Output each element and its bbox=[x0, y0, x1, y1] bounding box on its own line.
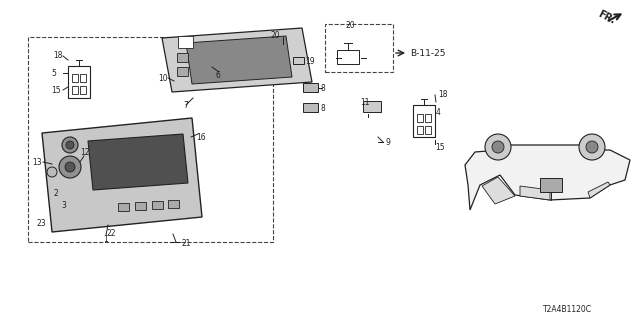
Circle shape bbox=[66, 141, 74, 149]
Text: 16: 16 bbox=[196, 132, 205, 141]
Bar bbox=[118, 203, 129, 211]
Text: 5: 5 bbox=[51, 68, 56, 77]
Bar bbox=[177, 67, 188, 76]
Bar bbox=[72, 86, 78, 94]
Text: 22: 22 bbox=[106, 229, 115, 238]
Text: 7: 7 bbox=[183, 100, 188, 109]
Bar bbox=[28, 37, 273, 242]
Text: 9: 9 bbox=[385, 138, 390, 147]
Bar bbox=[363, 101, 381, 112]
Circle shape bbox=[65, 162, 75, 172]
Text: 18: 18 bbox=[438, 90, 447, 99]
Bar bbox=[177, 53, 188, 62]
Text: 2: 2 bbox=[53, 189, 58, 198]
Text: 1: 1 bbox=[103, 235, 108, 244]
Circle shape bbox=[59, 156, 81, 178]
Bar bbox=[325, 24, 393, 72]
Text: 13: 13 bbox=[32, 157, 42, 166]
Bar bbox=[178, 36, 193, 48]
Bar bbox=[80, 74, 86, 82]
Text: 20: 20 bbox=[345, 20, 355, 29]
Text: 4: 4 bbox=[436, 108, 441, 116]
Bar bbox=[425, 126, 431, 134]
Bar bbox=[417, 126, 423, 134]
Polygon shape bbox=[465, 145, 630, 210]
Bar bbox=[135, 202, 146, 210]
Text: 15: 15 bbox=[51, 85, 61, 94]
Text: 21: 21 bbox=[181, 238, 191, 247]
Text: B-11-25: B-11-25 bbox=[410, 49, 445, 58]
Bar bbox=[293, 57, 304, 64]
Circle shape bbox=[47, 167, 57, 177]
Bar bbox=[303, 83, 318, 92]
Text: 8: 8 bbox=[320, 103, 324, 113]
Bar bbox=[168, 200, 179, 208]
Text: 11: 11 bbox=[360, 98, 369, 107]
Text: 3: 3 bbox=[61, 202, 66, 211]
Circle shape bbox=[586, 141, 598, 153]
Bar bbox=[68, 66, 90, 98]
Text: 10: 10 bbox=[158, 74, 168, 83]
Bar bbox=[80, 86, 86, 94]
Text: 6: 6 bbox=[215, 70, 220, 79]
Bar bbox=[425, 114, 431, 122]
Polygon shape bbox=[520, 186, 550, 200]
Text: FR.: FR. bbox=[596, 9, 616, 26]
Text: T2A4B1120C: T2A4B1120C bbox=[543, 305, 592, 314]
Circle shape bbox=[485, 134, 511, 160]
Bar bbox=[337, 50, 359, 64]
Text: 23: 23 bbox=[36, 219, 45, 228]
Text: 12: 12 bbox=[80, 148, 90, 156]
Text: 20: 20 bbox=[270, 30, 280, 39]
Bar bbox=[72, 74, 78, 82]
Polygon shape bbox=[88, 134, 188, 190]
Bar bbox=[417, 114, 423, 122]
Bar bbox=[303, 103, 318, 112]
Bar bbox=[540, 178, 562, 192]
Polygon shape bbox=[42, 118, 202, 232]
Bar bbox=[413, 105, 435, 137]
Text: 8: 8 bbox=[320, 84, 324, 92]
Polygon shape bbox=[186, 36, 292, 84]
Circle shape bbox=[492, 141, 504, 153]
Circle shape bbox=[579, 134, 605, 160]
Polygon shape bbox=[588, 182, 610, 198]
Text: 18: 18 bbox=[53, 51, 63, 60]
Polygon shape bbox=[482, 177, 515, 204]
Text: 19: 19 bbox=[305, 57, 315, 66]
Text: 15: 15 bbox=[435, 142, 445, 151]
Polygon shape bbox=[162, 28, 312, 92]
Bar bbox=[152, 201, 163, 209]
Circle shape bbox=[62, 137, 78, 153]
